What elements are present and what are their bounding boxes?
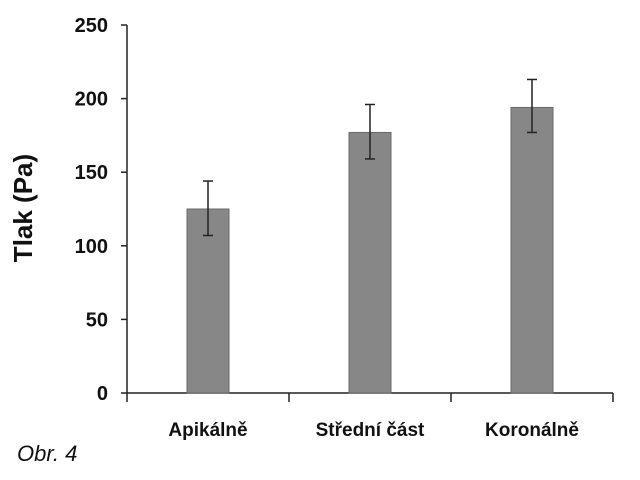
y-axis-title: Tlak (Pa) [8, 154, 38, 262]
error-bars [203, 78, 537, 237]
category-labels: Apikálně Střední část Koronálně [168, 420, 579, 441]
figure-caption: Obr. 4 [17, 441, 77, 466]
bars [186, 106, 554, 394]
y-tick-label: 50 [86, 309, 108, 331]
category-label: Koronálně [485, 420, 579, 441]
y-tick-label: 100 [75, 236, 108, 258]
x-ticks [126, 393, 614, 402]
category-label: Střední část [316, 420, 425, 441]
y-tick-label: 150 [75, 162, 108, 184]
y-tick-label: 200 [75, 89, 108, 111]
bar [510, 106, 554, 394]
y-tick-label: 0 [97, 383, 108, 405]
bar [348, 131, 392, 394]
y-tick-label: 250 [75, 15, 108, 37]
category-label: Apikálně [168, 420, 247, 441]
y-ticks: 0 50 100 150 200 250 [75, 15, 127, 405]
bar [186, 208, 230, 394]
